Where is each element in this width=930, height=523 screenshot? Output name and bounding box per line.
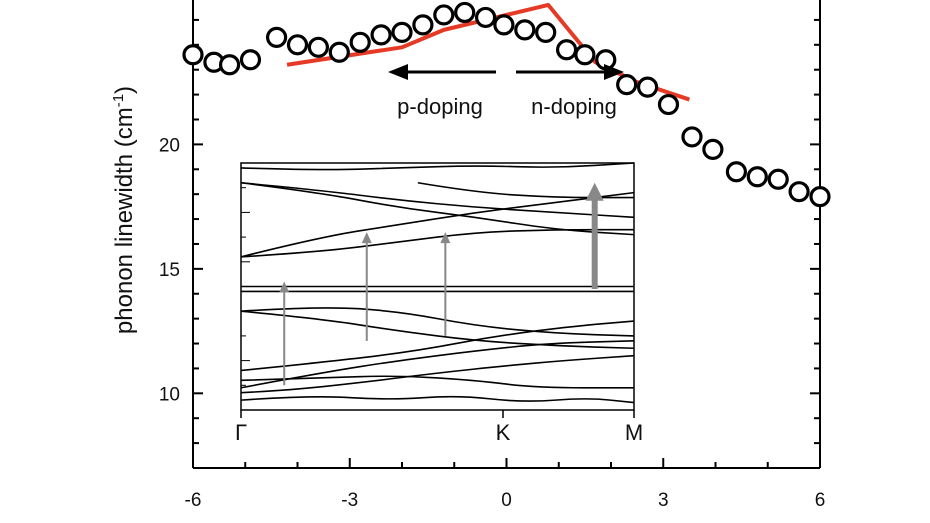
data-point bbox=[218, 54, 241, 76]
band-line bbox=[240, 162, 635, 171]
band-line bbox=[240, 375, 634, 389]
inset-label-k: K bbox=[496, 420, 511, 445]
data-point bbox=[555, 39, 578, 61]
band-line bbox=[240, 307, 635, 337]
y-axis-label-main: phonon linewidth (cm bbox=[111, 107, 138, 334]
band-line bbox=[240, 181, 635, 219]
y-axis-label-superscript: -1 bbox=[110, 94, 127, 107]
inset-transition-arrows bbox=[279, 182, 604, 386]
fit-line bbox=[286, 2, 691, 102]
doping-annotations: p-doping n-doping bbox=[388, 64, 624, 119]
data-point bbox=[239, 49, 262, 71]
n-doping-label: n-doping bbox=[531, 94, 617, 119]
band-line bbox=[417, 181, 634, 199]
data-point bbox=[328, 41, 350, 63]
band-line bbox=[240, 181, 635, 236]
transition-arrow-head bbox=[440, 232, 451, 244]
x-tick-label: 6 bbox=[815, 490, 826, 511]
data-point bbox=[349, 31, 371, 53]
band-line bbox=[240, 320, 635, 372]
band-line bbox=[240, 191, 635, 258]
band-line bbox=[240, 354, 635, 394]
y-tick-label: 10 bbox=[159, 384, 180, 405]
data-point bbox=[574, 44, 596, 66]
data-point bbox=[681, 126, 703, 148]
data-point bbox=[746, 166, 768, 188]
band-line bbox=[240, 228, 634, 258]
n-doping-arrow bbox=[516, 64, 624, 80]
fit-curve bbox=[286, 2, 691, 102]
x-axis-tick-labels: -6 -3 0 3 6 bbox=[185, 490, 826, 511]
x-tick-label: -3 bbox=[341, 490, 358, 511]
band-structure-inset: Γ K M bbox=[235, 162, 643, 445]
y-axis-tick-labels: 10 15 20 bbox=[159, 135, 180, 405]
data-point bbox=[767, 168, 789, 190]
data-point bbox=[636, 76, 659, 98]
y-tick-label: 20 bbox=[159, 135, 180, 156]
y-axis-label: phonon linewidth (cm-1) bbox=[110, 86, 138, 334]
data-point bbox=[307, 36, 329, 58]
data-point bbox=[412, 14, 434, 36]
data-point bbox=[514, 19, 536, 41]
data-point bbox=[475, 6, 497, 29]
data-point bbox=[391, 21, 413, 43]
y-axis-label-close: ) bbox=[111, 86, 138, 94]
data-point bbox=[286, 34, 309, 56]
band-line bbox=[240, 395, 635, 404]
x-tick-label: -6 bbox=[185, 490, 202, 511]
band-line bbox=[240, 310, 635, 350]
data-point bbox=[454, 1, 476, 24]
transition-arrow-head bbox=[585, 182, 604, 201]
data-points bbox=[182, 1, 831, 208]
x-axis-ticks bbox=[192, 458, 821, 468]
data-point bbox=[702, 138, 724, 160]
data-point bbox=[493, 14, 515, 36]
inset-label-gamma: Γ bbox=[235, 420, 247, 445]
inset-label-m: M bbox=[625, 420, 643, 445]
transition-arrow-head bbox=[361, 232, 372, 244]
y-tick-label: 15 bbox=[159, 260, 180, 281]
data-point bbox=[182, 44, 204, 66]
p-doping-arrow bbox=[388, 64, 496, 80]
x-tick-label: 0 bbox=[501, 490, 512, 511]
inset-bands bbox=[240, 162, 635, 404]
data-point bbox=[433, 4, 455, 26]
data-point bbox=[370, 24, 392, 46]
x-tick-label: 3 bbox=[658, 490, 669, 511]
transition-arrow-head bbox=[279, 281, 290, 293]
data-point bbox=[725, 161, 748, 183]
data-point bbox=[657, 93, 680, 116]
data-point bbox=[535, 21, 557, 43]
p-doping-label: p-doping bbox=[397, 94, 483, 119]
data-point bbox=[809, 186, 831, 208]
data-point bbox=[788, 181, 810, 203]
data-point bbox=[266, 26, 288, 48]
data-point bbox=[616, 74, 638, 96]
